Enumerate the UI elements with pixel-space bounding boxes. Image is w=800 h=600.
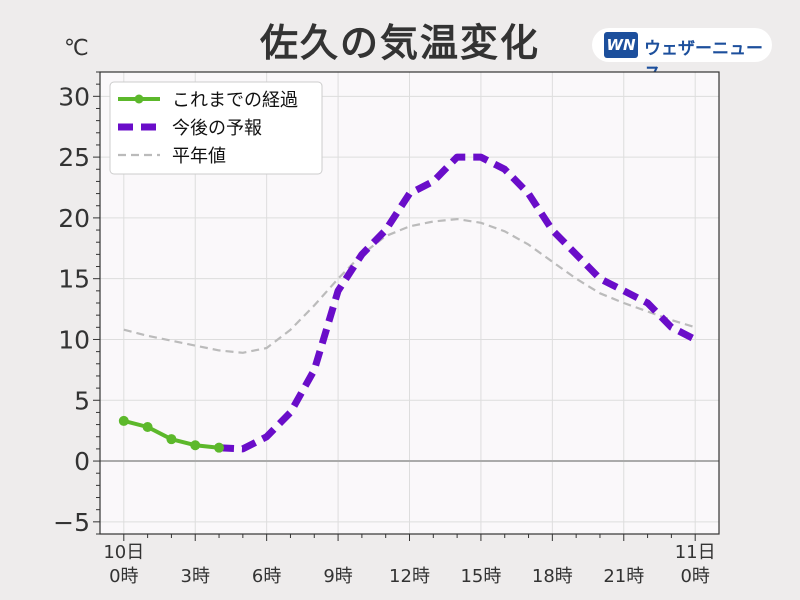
x-tick-date-label: 11日: [675, 542, 716, 563]
observed-point: [214, 442, 225, 453]
series-line-dashed-thin: [123, 218, 696, 354]
x-tick-label: 18時: [532, 566, 573, 587]
x-tick-label: 0時: [109, 566, 138, 587]
weathernews-logo: WN ウェザーニュース: [592, 28, 772, 84]
legend-label: これまでの経過: [172, 90, 298, 111]
x-tick-label: 0時: [680, 566, 709, 587]
y-axis-unit: ℃: [64, 36, 89, 61]
x-tick-date-label: 10日: [103, 542, 144, 563]
observed-point: [190, 440, 201, 451]
observed-point: [142, 422, 153, 433]
legend-box: [109, 81, 323, 175]
series-line-dashed-thick: [218, 153, 697, 453]
x-tick-label: 3時: [181, 566, 210, 587]
y-tick-label: 15: [58, 265, 90, 294]
legend-marker: [134, 94, 144, 104]
y-tick-label: −5: [53, 508, 90, 537]
x-tick-label: 21時: [603, 566, 644, 587]
x-tick-label: 12時: [389, 566, 430, 587]
x-tick-label: 6時: [252, 566, 281, 587]
y-tick-label: 25: [58, 143, 90, 172]
y-tick-label: 10: [58, 325, 90, 354]
observed-point: [166, 434, 177, 445]
y-tick-label: 5: [74, 386, 90, 415]
legend-label: 平年値: [172, 146, 226, 167]
axes: −5 0 5 10 15 20 25 30 10日 0時 3時 6時 9時 12時 15時 18時 21時 11日…: [53, 71, 720, 587]
x-tick-label: 9時: [323, 566, 352, 587]
legend-label: 今後の予報: [172, 118, 262, 139]
chart-title: 佐久の気温変化: [259, 21, 540, 65]
y-tick-label: 0: [74, 447, 90, 476]
wn-logo-icon: WN: [604, 32, 638, 58]
x-tick-label: 15時: [460, 566, 501, 587]
series-group: [118, 153, 697, 453]
y-tick-label: 30: [58, 82, 90, 111]
y-tick-label: 20: [58, 204, 90, 233]
observed-point: [118, 415, 129, 426]
